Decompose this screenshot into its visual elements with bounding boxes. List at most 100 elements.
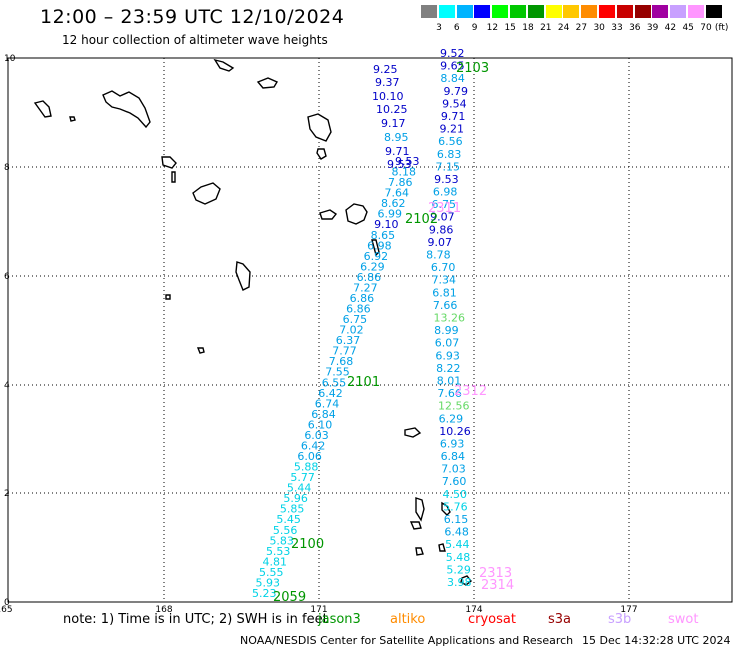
- swh-value-label: 6.15: [444, 513, 469, 526]
- legend-swatch: [492, 5, 509, 18]
- map-frame: [7, 57, 733, 603]
- swh-value-label: 6.56: [438, 135, 463, 148]
- legend-unit: (ft): [714, 23, 729, 33]
- swh-value-label: 9.86: [429, 223, 454, 236]
- swh-value-label: 10.26: [439, 425, 471, 438]
- swh-value-label: 6.93: [440, 437, 465, 450]
- swh-value-label: 6.86: [350, 292, 375, 305]
- swh-value-label: 6.10: [308, 418, 333, 431]
- swh-value-label: 5.53: [266, 545, 291, 558]
- island-outline: [213, 58, 235, 72]
- swh-value-label: 8.01: [437, 374, 462, 387]
- swh-value-label: 5.48: [446, 551, 471, 564]
- swh-value-label: 7.68: [329, 355, 354, 368]
- swh-value-label: 5.44: [287, 482, 312, 495]
- swh-value-label: 6.70: [431, 261, 456, 274]
- x-tick-label: 171: [310, 605, 327, 615]
- swh-value-label: 6.99: [378, 208, 403, 221]
- island-outline: [316, 148, 327, 160]
- legend-swatch: [527, 5, 544, 18]
- island-outline: [102, 90, 151, 129]
- legend-label: 15: [504, 23, 516, 33]
- swh-value-label: 6.75: [432, 198, 457, 211]
- island-outline: [345, 203, 368, 225]
- swh-value-label: 9.54: [442, 97, 467, 110]
- swh-value-label: 6.93: [435, 349, 460, 362]
- swh-value-label: 5.45: [276, 513, 301, 526]
- legend-label: 24: [557, 23, 570, 33]
- legend-swatch: [599, 5, 615, 18]
- legend-swatch: [652, 5, 669, 18]
- legend-swatch: [705, 5, 722, 18]
- swh-value-label: 9.21: [440, 123, 465, 136]
- satellite-label-cryosat: cryosat: [468, 612, 516, 627]
- swh-value-label: 9.71: [441, 110, 466, 123]
- island-outline: [161, 156, 177, 169]
- map-subtitle: 12 hour collection of altimeter wave hei…: [62, 33, 328, 47]
- legend-swatch: [474, 5, 491, 18]
- island-outline: [256, 77, 279, 89]
- swh-value-label: 6.48: [444, 526, 469, 539]
- pass-time-label: 2101: [347, 375, 380, 390]
- swh-value-label: 9.79: [444, 85, 469, 98]
- pass-time-label: 2313: [479, 566, 512, 581]
- island-outline: [165, 294, 171, 300]
- island-outline: [319, 209, 338, 220]
- pass-time-label: 2312: [454, 384, 487, 399]
- satellite-label-jason3: jason3: [318, 612, 361, 627]
- swh-value-label: 8.78: [426, 249, 451, 262]
- swh-value-label: 8.22: [436, 362, 461, 375]
- island-outline: [460, 575, 472, 586]
- swh-value-label: 5.77: [290, 471, 315, 484]
- island-outline: [196, 347, 205, 354]
- swh-value-label: 6.92: [364, 250, 389, 263]
- legend-label: 9: [471, 23, 478, 33]
- legend-label: 36: [629, 23, 641, 33]
- swh-value-label: 9.52: [440, 47, 465, 60]
- swh-value-label: 9.07: [430, 211, 455, 224]
- generation-timestamp: 15 Dec 14:32:28 UTC 2024: [582, 634, 731, 647]
- satellite-label-s3a: s3a: [548, 612, 572, 627]
- swh-value-label: 7.66: [433, 299, 458, 312]
- legend-swatch: [510, 5, 526, 18]
- swh-value-label: 10.25: [376, 103, 408, 116]
- swh-value-label: 6.86: [346, 303, 371, 316]
- island-outline: [371, 239, 380, 257]
- satellite-label-swot: swot: [668, 612, 699, 627]
- legend-swatch: [616, 5, 633, 18]
- island-outline: [33, 100, 52, 118]
- legend-label: 42: [664, 23, 677, 33]
- swh-value-label: 5.76: [443, 500, 468, 513]
- y-tick-label: 6: [4, 272, 10, 282]
- legend-label: 21: [540, 23, 552, 33]
- swh-value-label: 7.86: [388, 176, 413, 189]
- swh-value-label: 6.86: [357, 271, 382, 284]
- swh-value-label: 9.10: [374, 218, 399, 231]
- swh-value-label: 7.34: [432, 274, 457, 287]
- pass-time-label: 2100: [291, 537, 324, 552]
- swh-value-label: 7.60: [442, 475, 467, 488]
- swh-value-label: 9.53: [395, 155, 420, 168]
- island-outline: [415, 547, 424, 556]
- island-outline: [415, 497, 425, 522]
- legend-label: 27: [575, 23, 588, 33]
- swh-value-label: 8.84: [440, 72, 465, 85]
- swh-value-label: 8.62: [381, 197, 406, 210]
- swh-value-label: 6.98: [433, 186, 458, 199]
- map-title: 12:00 – 23:59 UTC 12/10/2024: [40, 6, 345, 28]
- island-outline: [441, 501, 451, 516]
- pass-time-label: 2311: [428, 201, 461, 216]
- swh-value-label: 6.98: [367, 239, 392, 252]
- legend-label: 12: [486, 23, 499, 33]
- swh-value-label: 5.44: [445, 538, 470, 551]
- swh-value-label: 6.55: [322, 376, 347, 389]
- legend-label: 3: [436, 23, 442, 33]
- legend-label: 70: [700, 23, 712, 33]
- swh-value-label: 6.84: [441, 450, 466, 463]
- swh-value-label: 9.17: [381, 117, 406, 130]
- island-outline: [192, 182, 221, 205]
- swh-value-label: 6.81: [432, 286, 457, 299]
- legend-swatch: [456, 5, 473, 18]
- swh-value-label: 6.42: [301, 439, 326, 452]
